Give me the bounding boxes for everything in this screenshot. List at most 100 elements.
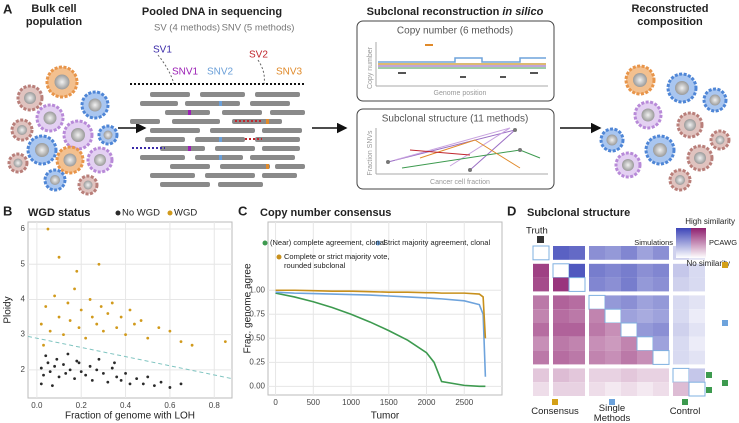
group-label: Single Methods	[593, 403, 631, 423]
y-tick-label: 0.50	[249, 333, 265, 342]
x-tick-label: 0.4	[120, 401, 132, 410]
y-tick-label: 2	[21, 365, 26, 374]
group-marker	[682, 399, 688, 405]
point	[124, 371, 127, 375]
step-title: Pooled DNA in sequencing	[142, 6, 282, 18]
point	[62, 333, 65, 337]
heatmap-cell	[653, 277, 669, 292]
chart-title: Subclonal structure	[527, 207, 630, 219]
y-tick-label: 0.00	[249, 381, 265, 390]
heatmap-cell	[637, 323, 653, 337]
point	[39, 322, 43, 326]
group-marker	[552, 399, 558, 405]
legend-marker	[262, 240, 268, 246]
heatmap-cell	[553, 336, 569, 351]
y-tick-label: 0.75	[249, 309, 265, 318]
point	[101, 329, 105, 333]
heatmap-cell	[621, 309, 637, 323]
point	[119, 315, 123, 319]
line	[275, 289, 487, 339]
structure-sketch	[375, 127, 548, 175]
read	[218, 182, 263, 187]
heatmap-cell	[689, 323, 705, 337]
x-tick-label: 1000	[342, 398, 360, 407]
y-tick-label: 1.00	[249, 285, 265, 294]
point	[39, 366, 43, 370]
row-label: Truth	[526, 226, 548, 237]
point	[48, 370, 52, 373]
colorbar	[676, 228, 691, 258]
point	[44, 354, 48, 358]
point	[119, 379, 123, 382]
point	[79, 370, 83, 373]
nucleus	[694, 152, 706, 164]
read	[255, 137, 300, 142]
heatmap-cell	[673, 382, 689, 396]
variant-mark	[266, 164, 269, 169]
legend-label: Strict majority agreement, clonal	[383, 238, 491, 247]
read	[270, 110, 305, 115]
heatmap-cell	[653, 368, 669, 383]
point	[57, 255, 61, 259]
heatmap-cell	[621, 263, 637, 278]
read	[185, 101, 240, 106]
point	[223, 340, 227, 344]
point	[168, 329, 172, 333]
heatmap-cell	[533, 323, 549, 337]
heatmap-cell	[569, 309, 585, 323]
heatmap-cell	[589, 350, 605, 365]
heatmap-cell	[621, 336, 637, 351]
point	[95, 322, 99, 326]
point	[50, 384, 54, 388]
line	[275, 292, 486, 388]
truth-marker	[537, 236, 544, 243]
heatmap-cell	[553, 295, 569, 310]
read	[210, 128, 255, 133]
heatmap-cell	[673, 336, 689, 351]
line	[275, 291, 487, 377]
point	[168, 386, 172, 389]
heatmap-cell	[673, 263, 689, 278]
point	[90, 379, 94, 382]
heatmap-cell	[569, 336, 585, 351]
heatmap-cell	[621, 277, 637, 292]
read	[140, 155, 185, 160]
heatmap-cell	[605, 368, 621, 383]
group-marker	[609, 399, 615, 405]
variant-mark	[219, 155, 222, 160]
heatmap-cell	[553, 277, 569, 292]
heatmap-cell	[653, 295, 669, 310]
heatmap-cell	[589, 246, 605, 260]
subtitle: SV (4 methods)	[154, 23, 220, 34]
read	[145, 137, 185, 142]
nucleus	[24, 92, 36, 104]
read	[262, 146, 300, 151]
title-emphasis: in silico	[502, 6, 543, 18]
heatmap-cell	[553, 323, 569, 337]
x-tick-label: 0.0	[31, 401, 43, 410]
x-tick-label: 0.8	[209, 401, 221, 410]
heatmap-cell	[621, 368, 637, 383]
nucleus	[675, 81, 689, 95]
heatmap-cell	[673, 309, 689, 323]
heatmap-cell	[533, 263, 549, 278]
x-axis-label: Fraction of genome with LOH	[65, 411, 195, 422]
heatmap-cell	[637, 263, 653, 278]
nucleus	[653, 143, 667, 157]
x-tick-label: 0	[273, 398, 278, 407]
nucleus	[50, 175, 60, 185]
panel-label: B	[3, 203, 12, 218]
read	[130, 119, 160, 124]
legend-label: High similarity	[685, 217, 735, 226]
point	[124, 333, 127, 337]
heatmap-cell	[589, 368, 605, 383]
heatmap-cell	[532, 245, 550, 261]
nucleus	[709, 94, 721, 106]
step-title: Subclonal reconstruction in silico	[367, 6, 544, 18]
y-tick-label: 0.25	[249, 357, 265, 366]
variant-mark	[188, 146, 191, 151]
point	[110, 366, 114, 370]
point	[159, 380, 163, 384]
read	[200, 92, 245, 97]
heatmap-cell	[569, 323, 585, 337]
